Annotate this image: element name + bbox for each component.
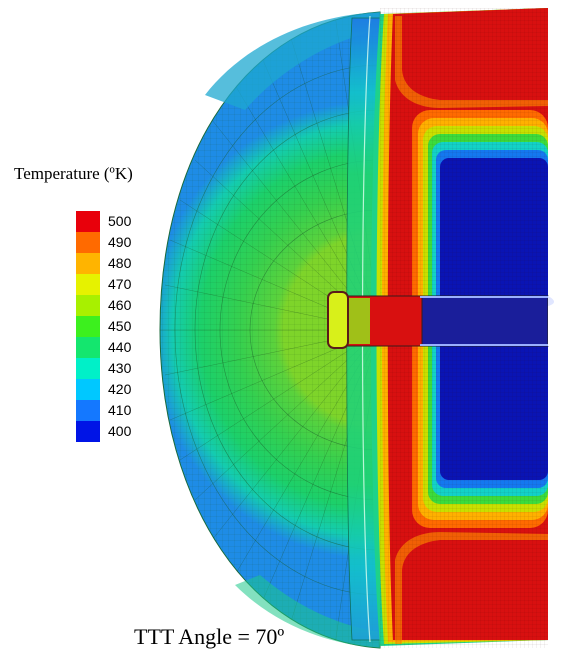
legend-label: 420 xyxy=(108,381,132,397)
figure-caption: TTT Angle = 70º xyxy=(134,624,285,649)
legend-label: 450 xyxy=(108,318,132,334)
legend-label: 460 xyxy=(108,297,132,313)
legend-label: 400 xyxy=(108,423,132,439)
legend-swatch xyxy=(76,358,100,379)
legend-swatch xyxy=(76,316,100,337)
legend-swatch xyxy=(76,211,100,232)
legend-swatch xyxy=(76,274,100,295)
legend-swatch xyxy=(76,295,100,316)
legend-label: 500 xyxy=(108,213,132,229)
legend-swatch xyxy=(76,232,100,253)
legend-swatch xyxy=(76,421,100,442)
legend-label: 470 xyxy=(108,276,132,292)
legend-swatch xyxy=(76,337,100,358)
legend-label: 430 xyxy=(108,360,132,376)
legend-label: 480 xyxy=(108,255,132,271)
legend-swatch xyxy=(76,379,100,400)
legend-label: 440 xyxy=(108,339,132,355)
legend-label: 490 xyxy=(108,234,132,250)
legend-title: Temperature (ºK) xyxy=(14,164,133,183)
legend-label: 410 xyxy=(108,402,132,418)
legend-swatch xyxy=(76,253,100,274)
legend-swatch xyxy=(76,400,100,421)
center-tube xyxy=(327,291,562,349)
